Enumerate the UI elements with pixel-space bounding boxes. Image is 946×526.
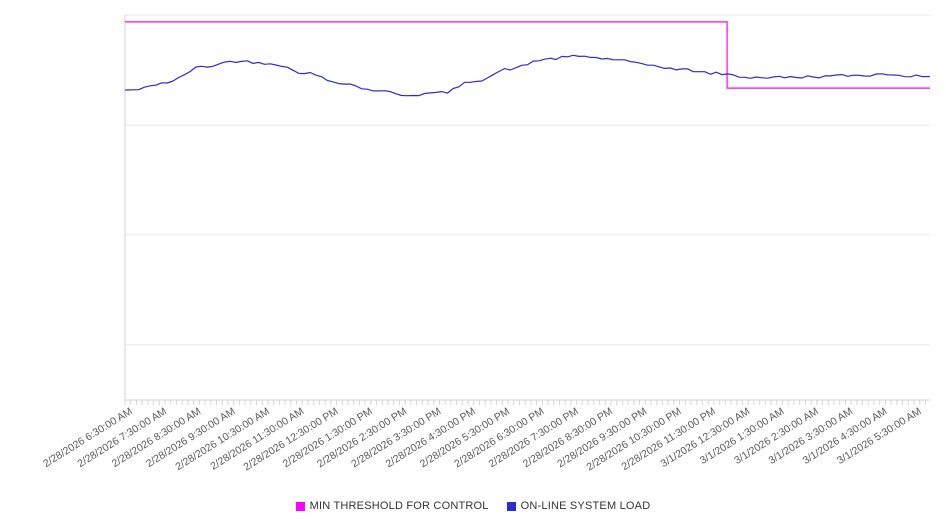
system-load-label: ON-LINE SYSTEM LOAD [520,500,651,512]
legend-item-system-load[interactable]: ON-LINE SYSTEM LOAD [506,500,651,512]
chart-canvas: 2/28/2026 6:30:00 AM2/28/2026 7:30:00 AM… [41,14,931,473]
system-load-line [124,54,931,97]
chart-legend: MIN THRESHOLD FOR CONTROL ON-LINE SYSTEM… [0,496,946,516]
min-threshold-line [125,21,930,89]
legend-item-min-threshold[interactable]: MIN THRESHOLD FOR CONTROL [295,500,489,512]
min-threshold-swatch [295,501,305,511]
system-load-swatch [506,501,516,511]
min-threshold-label: MIN THRESHOLD FOR CONTROL [309,500,489,512]
